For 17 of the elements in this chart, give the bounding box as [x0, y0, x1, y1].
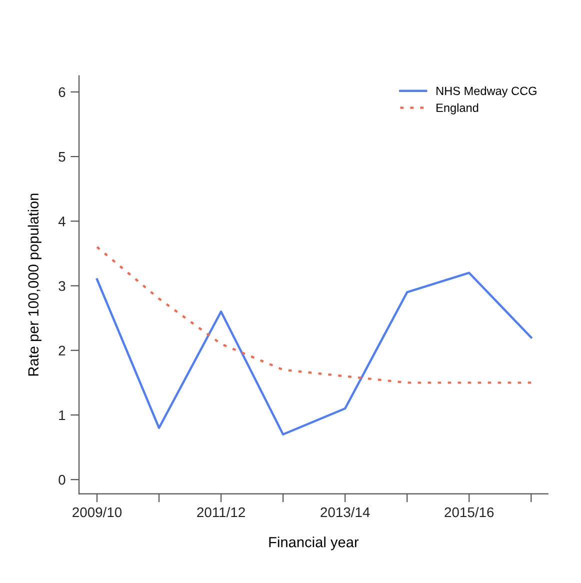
legend-label: NHS Medway CCG [436, 86, 536, 98]
y-tick-label: 6 [58, 87, 66, 98]
line-series [96, 272, 532, 436]
y-tick-label: 1 [59, 410, 66, 420]
y-tick-label: 5 [58, 152, 66, 162]
x-tick-label: 2009/10 [72, 506, 122, 518]
y-tick-label: 3 [58, 281, 66, 291]
y-axis-title: Rate per 100,000 population [28, 194, 42, 376]
x-axis-title: Financial year [269, 536, 359, 550]
x-tick-label: 2011/12 [197, 506, 245, 518]
y-tick-label: 0 [58, 474, 66, 485]
y-tick-label: 4 [58, 216, 66, 226]
legend-label: England [436, 103, 478, 114]
y-tick-label: 2 [58, 346, 66, 356]
x-tick-label: 2013/14 [320, 506, 370, 518]
line-series [96, 246, 532, 384]
x-tick-label: 2015/16 [444, 506, 494, 518]
